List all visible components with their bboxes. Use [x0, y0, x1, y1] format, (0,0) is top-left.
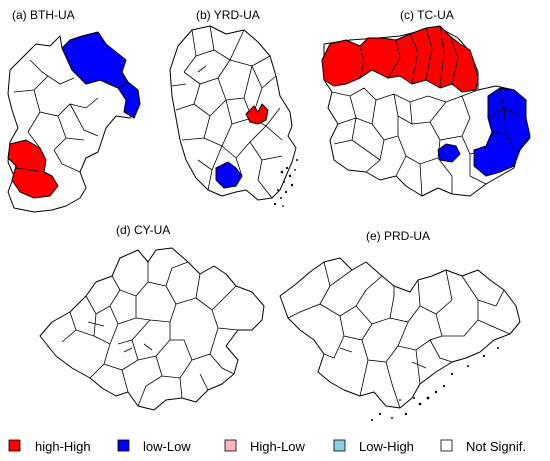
panel-label-yrd: (b) YRD-UA [196, 8, 260, 22]
panel-cy: (d) CY-UA [39, 223, 265, 411]
legend-label-high-low: High-Low [250, 439, 306, 454]
cy-county-lines [61, 261, 239, 407]
prd-islands [371, 347, 499, 421]
legend-item-low-high: Low-High [333, 439, 414, 454]
bth-low-low-north [61, 31, 129, 89]
legend-label-not-signif: Not Signif. [466, 439, 526, 454]
legend-item-high-high: high-High [8, 439, 91, 454]
legend-swatch-low-high [333, 439, 346, 452]
prd-county-lines [287, 261, 511, 409]
legend-label-high-high: high-High [35, 439, 91, 454]
tc-low-low-east [473, 87, 531, 177]
legend-label-low-low: low-Low [143, 439, 191, 454]
cy-outline [39, 247, 265, 411]
panel-label-cy: (d) CY-UA [116, 223, 170, 237]
legend-item-not-signif: Not Signif. [440, 439, 526, 454]
bth-low-low-east [117, 81, 141, 119]
tc-ll-lines [489, 87, 521, 151]
panel-prd: (e) PRD-UA [279, 229, 521, 421]
yrd-low-low [215, 161, 243, 189]
prd-outline [279, 257, 521, 409]
panel-label-bth: (a) BTH-UA [12, 8, 75, 22]
tc-county-lines [331, 87, 493, 197]
tc-hh-lines [359, 25, 459, 89]
legend-swatch-high-high [8, 439, 21, 452]
yrd-county-lines [171, 25, 283, 199]
legend-label-low-high: Low-High [359, 439, 414, 454]
legend: high-High low-Low High-Low Low-High Not … [8, 439, 526, 454]
legend-swatch-low-low [117, 439, 130, 452]
panel-label-prd: (e) PRD-UA [366, 229, 430, 243]
panel-bth: (a) BTH-UA [7, 8, 141, 213]
panel-label-tc: (c) TC-UA [400, 8, 454, 22]
legend-item-high-low: High-Low [224, 439, 306, 454]
panel-yrd: (b) YRD-UA [169, 8, 298, 207]
panel-tc: (c) TC-UA [321, 8, 531, 197]
yrd-high-high [245, 103, 269, 125]
yrd-islands [273, 159, 298, 207]
legend-swatch-not-signif [440, 439, 453, 452]
legend-swatch-high-low [224, 439, 237, 452]
bth-hh-lines [15, 167, 45, 173]
bth-county-lines [13, 59, 99, 173]
bth-high-high-south [7, 139, 59, 199]
tc-low-low-center [437, 143, 461, 163]
legend-item-low-low: low-Low [117, 439, 191, 454]
